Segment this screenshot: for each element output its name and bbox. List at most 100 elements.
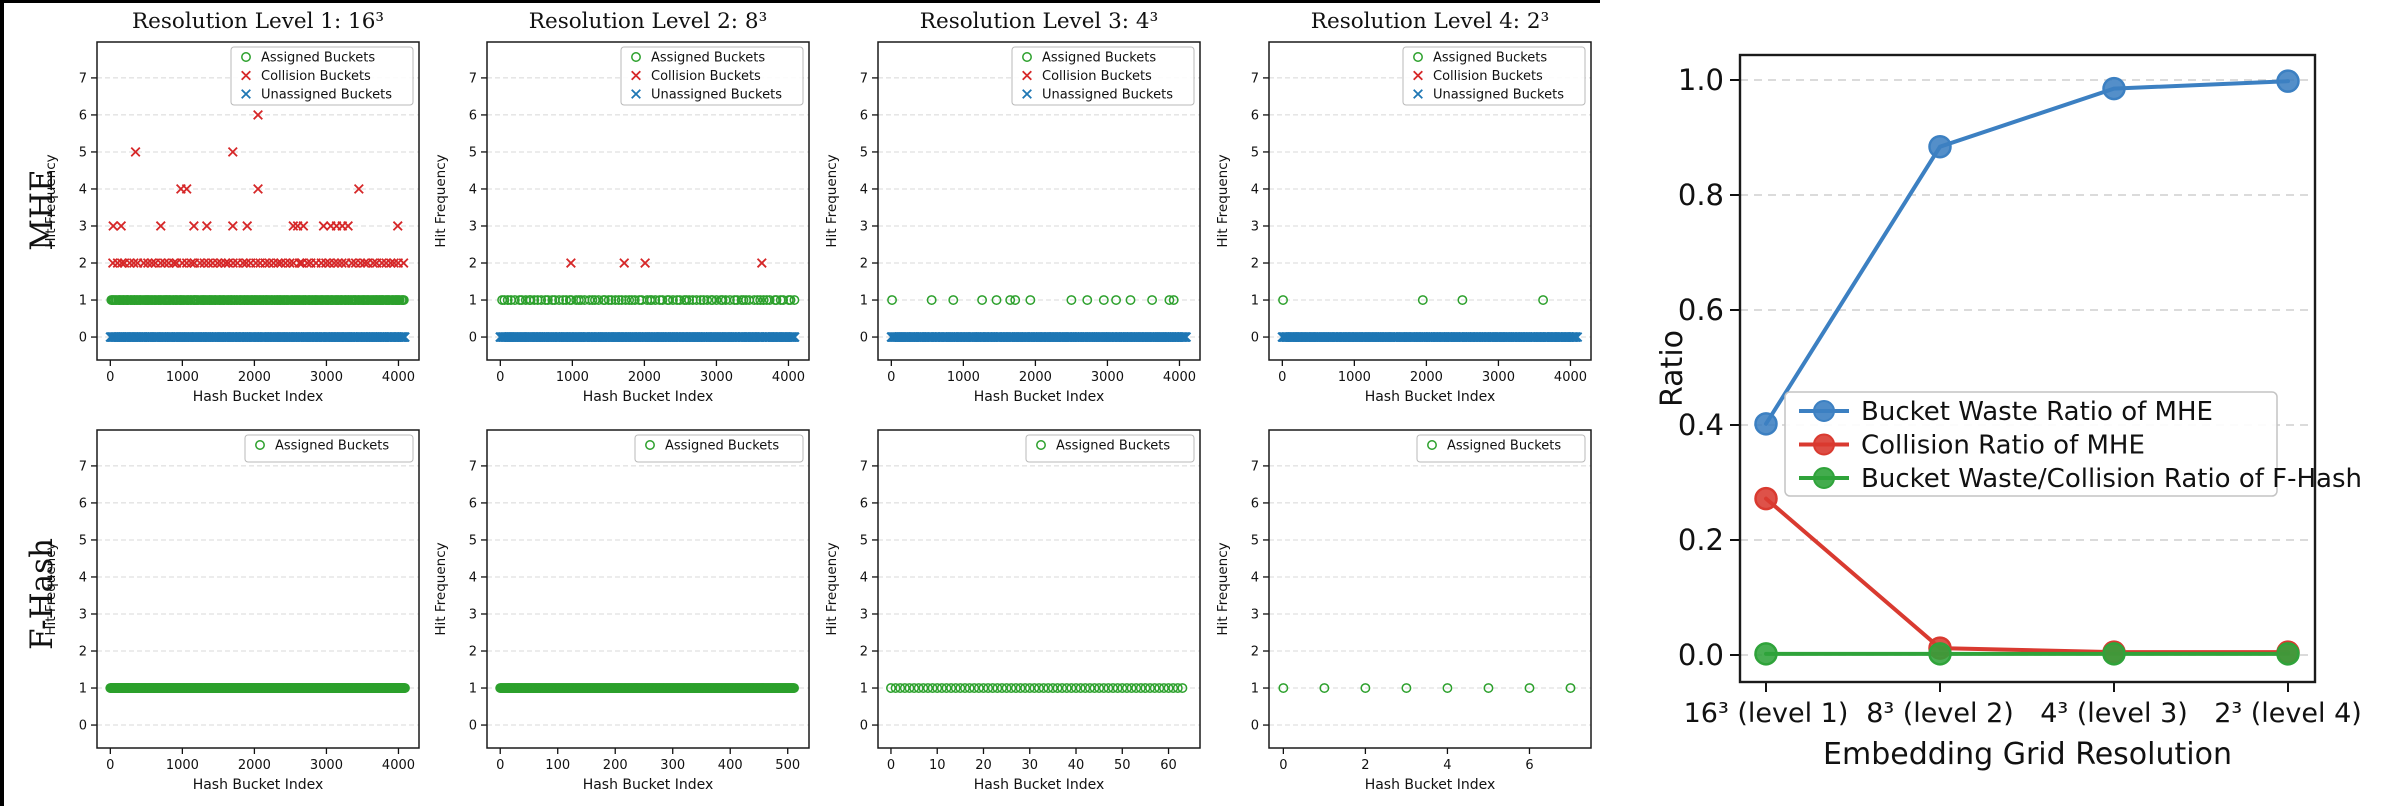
- svg-text:50: 50: [1114, 758, 1131, 773]
- y-axis-label: Hit Frequency: [824, 542, 840, 635]
- svg-text:2000: 2000: [238, 758, 271, 773]
- svg-text:400: 400: [718, 758, 743, 773]
- axis-ticks: 0 1 2 3 4 5 6 7 0 10 20 30 40 50 60: [860, 459, 1177, 773]
- svg-text:0: 0: [1251, 331, 1259, 346]
- svg-text:7: 7: [469, 459, 477, 474]
- plot-frame: [1268, 429, 1592, 749]
- svg-text:2000: 2000: [1410, 370, 1443, 385]
- subplot-title: Resolution Level 3: 4³: [920, 9, 1158, 34]
- svg-text:4000: 4000: [772, 370, 805, 385]
- svg-text:6: 6: [1251, 108, 1259, 123]
- svg-text:6: 6: [860, 108, 868, 123]
- svg-text:3: 3: [860, 607, 868, 622]
- svg-text:0: 0: [106, 370, 114, 385]
- svg-text:Assigned Buckets: Assigned Buckets: [665, 439, 779, 454]
- svg-text:2: 2: [79, 645, 87, 660]
- svg-text:3: 3: [79, 219, 87, 234]
- svg-text:6: 6: [1525, 758, 1533, 773]
- svg-text:5: 5: [1251, 145, 1259, 160]
- svg-text:Collision Buckets: Collision Buckets: [1433, 69, 1543, 84]
- svg-text:2: 2: [469, 645, 477, 660]
- svg-text:0.6: 0.6: [1678, 293, 1724, 327]
- svg-text:0.2: 0.2: [1678, 523, 1724, 557]
- svg-text:0: 0: [79, 331, 87, 346]
- x-axis-label: Hash Bucket Index: [1365, 777, 1496, 793]
- series-markers: [1754, 69, 2300, 436]
- gridlines: [1740, 79, 2315, 656]
- svg-text:3000: 3000: [1091, 370, 1124, 385]
- svg-text:2³ (level 4): 2³ (level 4): [2214, 698, 2362, 729]
- svg-text:2: 2: [1361, 758, 1369, 773]
- svg-text:0: 0: [469, 331, 477, 346]
- svg-text:1: 1: [469, 294, 477, 309]
- data-points: [105, 683, 410, 693]
- svg-text:4: 4: [860, 182, 868, 197]
- svg-text:7: 7: [79, 459, 87, 474]
- svg-text:1: 1: [1251, 294, 1259, 309]
- svg-text:1000: 1000: [166, 758, 199, 773]
- svg-text:3: 3: [469, 607, 477, 622]
- window-edge-top: [0, 0, 1600, 3]
- data-points: [105, 109, 410, 342]
- svg-text:4000: 4000: [1554, 370, 1587, 385]
- x-axis-label: Hash Bucket Index: [583, 777, 714, 793]
- plot-frame: [486, 41, 810, 361]
- data-points: [495, 258, 800, 342]
- subplot-mhe-level-3: 0 1 2 3 4 5 6 7 0 1000 2000 3000 4000 Hash Bucket Ind…: [824, 9, 1201, 405]
- y-axis-label: Hit Frequency: [43, 154, 59, 247]
- svg-text:3000: 3000: [1482, 370, 1515, 385]
- plot-frame: [1738, 53, 2317, 684]
- svg-text:6: 6: [469, 496, 477, 511]
- plot-frame: [877, 429, 1201, 749]
- axis-ticks: 0 1 2 3 4 5 6 7 0 1000 2000 3000 4000: [1251, 71, 1587, 385]
- subplot-mhe-level-4: 0 1 2 3 4 5 6 7 0 1000 2000 3000 4000 Hash Bucket Ind…: [1215, 9, 1592, 405]
- x-axis-label: Hash Bucket Index: [974, 389, 1105, 405]
- svg-text:300: 300: [660, 758, 685, 773]
- svg-text:2000: 2000: [238, 370, 271, 385]
- svg-text:40: 40: [1068, 758, 1085, 773]
- svg-text:Assigned Buckets: Assigned Buckets: [1433, 51, 1547, 66]
- svg-text:Assigned Buckets: Assigned Buckets: [261, 51, 375, 66]
- svg-text:6: 6: [1251, 496, 1259, 511]
- svg-text:1000: 1000: [1338, 370, 1371, 385]
- svg-text:1000: 1000: [556, 370, 589, 385]
- svg-text:7: 7: [1251, 71, 1259, 86]
- svg-text:500: 500: [775, 758, 800, 773]
- svg-text:5: 5: [860, 533, 868, 548]
- svg-text:3000: 3000: [310, 370, 343, 385]
- axis-ticks: 0 1 2 3 4 5 6 7 0 1000 2000 3000 4000: [860, 71, 1196, 385]
- svg-text:Collision Buckets: Collision Buckets: [651, 69, 761, 84]
- x-axis-label: Hash Bucket Index: [193, 389, 324, 405]
- svg-text:4: 4: [79, 570, 87, 585]
- svg-text:0: 0: [106, 758, 114, 773]
- svg-text:4: 4: [1251, 570, 1259, 585]
- svg-text:4³ (level 3): 4³ (level 3): [2040, 698, 2188, 729]
- svg-text:3: 3: [1251, 607, 1259, 622]
- gridlines: [1269, 77, 1591, 338]
- legend: Bucket Waste Ratio of MHE Collision Ratio…: [1784, 391, 2362, 497]
- svg-text:1000: 1000: [166, 370, 199, 385]
- svg-text:1: 1: [79, 294, 87, 309]
- legend: Assigned Buckets Collision Buckets Unassig…: [230, 46, 414, 106]
- svg-text:0: 0: [887, 758, 895, 773]
- svg-text:16³ (level 1): 16³ (level 1): [1684, 698, 1849, 729]
- svg-text:7: 7: [860, 459, 868, 474]
- svg-text:2: 2: [1251, 257, 1259, 272]
- plot-frame: [486, 429, 810, 749]
- subplot-fhash-level-3: 0 1 2 3 4 5 6 7 0 10 20 30 40 50 60 Hash Bucket Index Hi…: [824, 429, 1201, 793]
- series-markers: [1754, 486, 2300, 664]
- svg-text:Assigned Buckets: Assigned Buckets: [651, 51, 765, 66]
- axis-ticks: 0.0 0.2 0.4 0.6 0.8 1.0 16³ (level 1) 8³ (level…: [1678, 63, 2362, 729]
- y-axis-label: Hit Frequency: [1215, 542, 1231, 635]
- svg-text:Assigned Buckets: Assigned Buckets: [1042, 51, 1156, 66]
- svg-text:Unassigned Buckets: Unassigned Buckets: [651, 88, 782, 103]
- svg-text:0: 0: [496, 758, 504, 773]
- svg-text:Assigned Buckets: Assigned Buckets: [1056, 439, 1170, 454]
- svg-text:100: 100: [545, 758, 570, 773]
- svg-text:7: 7: [79, 71, 87, 86]
- svg-text:3000: 3000: [700, 370, 733, 385]
- svg-text:5: 5: [79, 145, 87, 160]
- window-edge-left: [0, 0, 4, 806]
- gridlines: [97, 465, 419, 726]
